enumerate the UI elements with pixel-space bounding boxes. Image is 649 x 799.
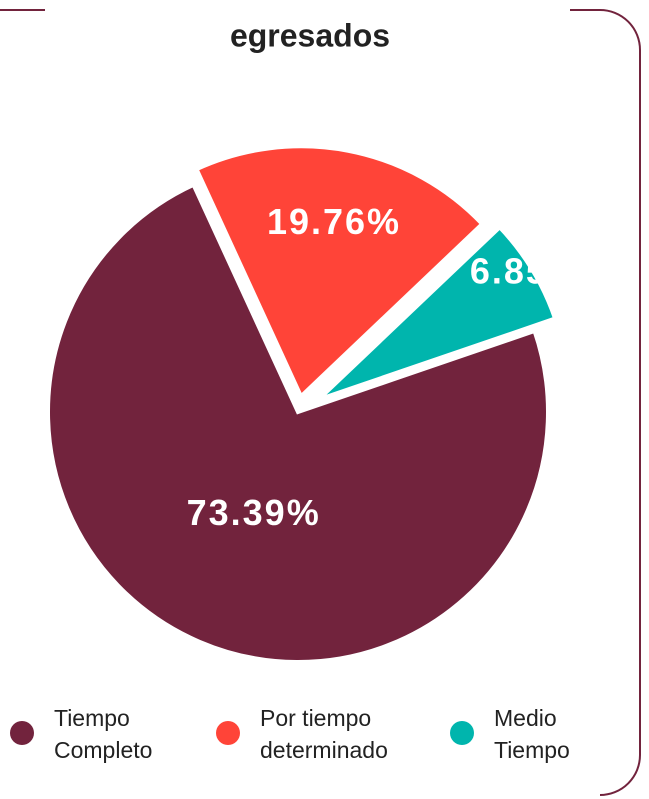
data-label: 19.76% — [267, 201, 401, 242]
pie-slice — [317, 224, 558, 402]
legend-label: Por tiempo determinado — [260, 705, 388, 763]
pie-slice — [193, 144, 486, 400]
legend-marker — [450, 721, 474, 745]
legend-label: Tiempo Completo — [54, 705, 153, 763]
legend-marker — [10, 721, 34, 745]
data-label: 6.85% — [470, 250, 582, 291]
pie-slice — [46, 182, 550, 664]
frame — [0, 9, 641, 796]
legend-marker — [216, 721, 240, 745]
data-label: 73.39% — [187, 492, 321, 533]
legend-label: Medio Tiempo — [494, 705, 570, 763]
chart-title: egresados — [230, 17, 390, 53]
